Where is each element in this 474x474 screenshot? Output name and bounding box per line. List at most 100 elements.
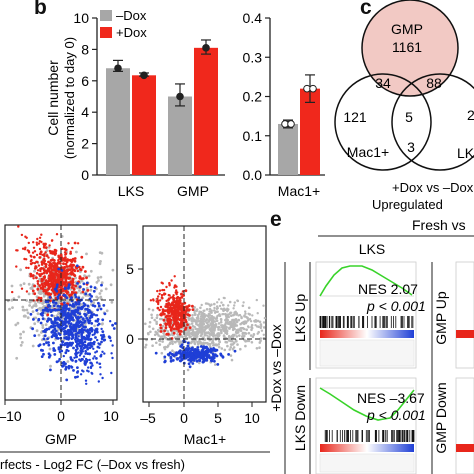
scatter-point — [216, 301, 219, 304]
scatter-point-up — [161, 310, 165, 314]
scatter-point-down — [73, 356, 76, 359]
scatter-point-down — [76, 366, 79, 369]
scatter-point-up — [76, 242, 80, 245]
scatter-point-down — [110, 352, 113, 355]
scatter-point-down — [203, 346, 207, 350]
scatter-point-up — [170, 311, 174, 314]
scatter-point — [155, 316, 159, 320]
scatter-point-up — [183, 316, 187, 319]
scatter-point-up — [149, 299, 153, 302]
scatter-point-down — [81, 344, 84, 347]
scatter-point — [255, 347, 259, 350]
bar — [106, 68, 130, 175]
scatter-point — [240, 315, 243, 318]
scatter-point — [98, 262, 102, 266]
scatter-point — [214, 317, 217, 320]
scatter-point-down — [41, 308, 45, 312]
scatter-point — [225, 330, 229, 333]
scatter-point — [193, 341, 196, 345]
scatter-point-down — [63, 301, 66, 305]
scatter-point — [244, 310, 247, 313]
scatter-point — [96, 276, 100, 280]
y-tick-label: 10 — [73, 10, 89, 26]
scatter-point — [66, 360, 70, 363]
scatter-point-down — [109, 320, 112, 323]
scatter-point-down — [88, 293, 92, 296]
y-axis-label: Cell number — [45, 60, 61, 136]
scatter-point-up — [65, 265, 69, 268]
scatter-point-up — [11, 290, 14, 294]
scatter-point-down — [91, 364, 94, 367]
scatter-point — [192, 331, 196, 335]
scatter-point-up — [38, 273, 41, 276]
scatter-point-up — [180, 320, 183, 324]
scatter-point — [244, 312, 247, 315]
scatter-point — [155, 320, 158, 324]
scatter-point — [196, 328, 199, 331]
scatter-point-down — [32, 318, 35, 321]
scatter-point — [111, 268, 115, 272]
scatter-point-down — [58, 350, 62, 354]
scatter-point — [100, 281, 104, 285]
scatter-point-up — [61, 273, 65, 276]
scatter-point-up — [53, 248, 57, 252]
scatter-point — [214, 343, 218, 346]
scatter-point — [193, 311, 196, 314]
scatter-point — [231, 343, 235, 346]
scatter-point — [33, 322, 37, 326]
scatter-point — [219, 320, 223, 324]
scatter-point — [159, 335, 162, 339]
scatter-point-down — [42, 330, 45, 333]
scatter-point-down — [54, 321, 57, 325]
scatter-point-down — [187, 362, 191, 366]
scatter-point-down — [75, 310, 78, 313]
y-tick-label: 4 — [81, 104, 89, 120]
scatter-point-up — [57, 273, 61, 277]
scatter-point-down — [187, 347, 191, 351]
scatter-point-up — [191, 308, 195, 311]
scatter-point — [244, 344, 247, 348]
scatter-point-down — [85, 316, 89, 320]
scatter-point — [227, 315, 230, 319]
legend-label-plus-dox: +Dox — [116, 25, 147, 40]
scatter-point-up — [174, 321, 178, 325]
venn-count-gmp-mac: 34 — [375, 75, 391, 91]
data-point — [140, 71, 148, 80]
scatter-point — [162, 332, 165, 335]
scatter-point-up — [159, 326, 163, 330]
scatter-point-up — [184, 318, 188, 322]
scatter-point-up — [50, 268, 54, 272]
scatter-point — [149, 330, 152, 334]
x-tick-label: Mac1+ — [278, 183, 320, 199]
scatter-point — [147, 332, 150, 336]
scatter-point-down — [82, 355, 86, 358]
scatter-point — [101, 322, 104, 326]
scatter-point-down — [111, 356, 114, 360]
scatter-point-down — [89, 319, 92, 322]
scatter-point — [208, 324, 211, 327]
y-tick-label: 0 — [126, 331, 134, 347]
venn-count-all: 5 — [405, 109, 413, 125]
scatter-point-up — [64, 253, 67, 256]
scatter-point — [259, 339, 262, 343]
scatter-point-up — [175, 325, 178, 329]
scatter-point-down — [85, 281, 89, 285]
scatter-point — [26, 311, 30, 315]
scatter-point-down — [29, 312, 33, 316]
scatter-point — [211, 328, 214, 332]
scatter-point — [208, 333, 212, 336]
scatter-point-up — [161, 308, 165, 311]
scatter-point-down — [65, 296, 69, 300]
scatter-point-up — [55, 233, 59, 236]
scatter-point — [222, 335, 226, 338]
scatter-point-up — [73, 259, 77, 263]
scatter-point-down — [46, 337, 49, 341]
x-tick-label: GMP — [177, 183, 209, 199]
scatter-point-down — [62, 354, 65, 358]
scatter-point-up — [42, 278, 45, 281]
scatter-point — [235, 335, 239, 338]
scatter-point-down — [98, 343, 102, 346]
scatter-point — [225, 318, 229, 321]
x-tick-label: –5 — [140, 410, 156, 426]
scatter-point-down — [94, 319, 98, 323]
